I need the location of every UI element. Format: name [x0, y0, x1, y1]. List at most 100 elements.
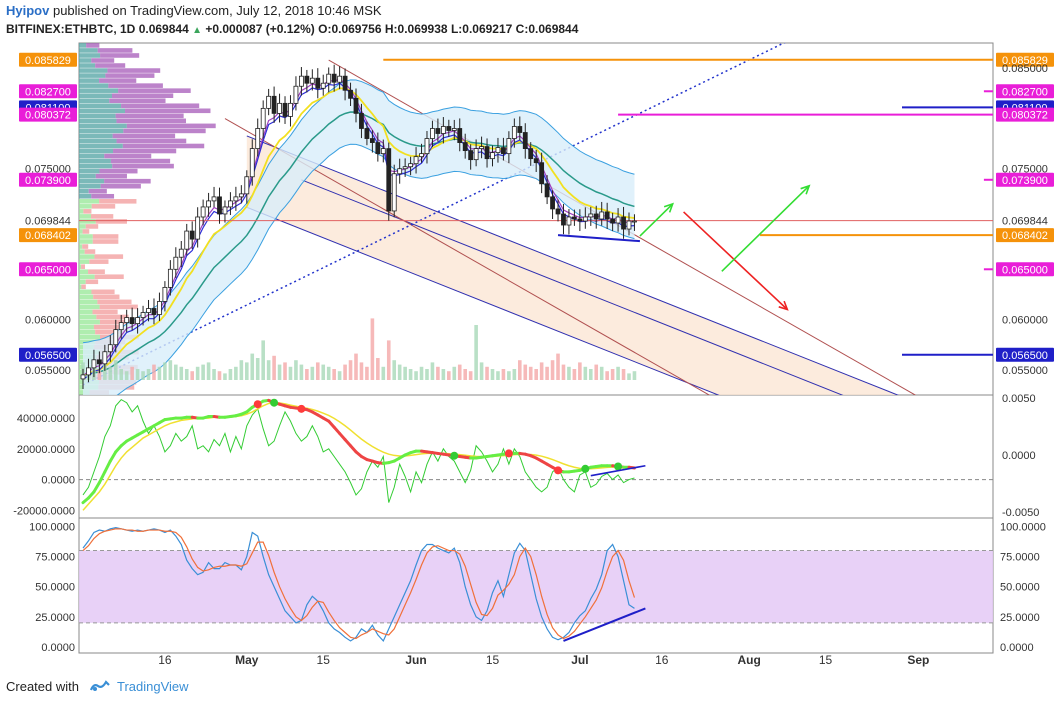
price-tag-label: 0.082700 [1002, 86, 1048, 98]
volume-profile-bar [82, 244, 89, 249]
channel-line-mid [301, 179, 844, 395]
volume-profile-bar [111, 93, 174, 98]
osc-cross-marker [581, 464, 590, 473]
candle-body [468, 150, 474, 161]
candle-body [430, 128, 435, 139]
price-tag-label: 0.082700 [25, 86, 71, 98]
candle-body [277, 102, 282, 114]
volume-bar [496, 371, 500, 380]
oscillator-pane [79, 398, 993, 511]
symbol-name: BITFINEX:ETHBTC, 1D [6, 22, 136, 36]
candle-body [522, 132, 528, 150]
volume-bar [588, 369, 593, 380]
volume-bar [419, 366, 424, 380]
candle-body [555, 208, 561, 215]
candle-body [91, 359, 97, 369]
volume-profile-bar [79, 219, 96, 224]
volume-bar [556, 353, 560, 380]
volume-bar [195, 366, 200, 380]
candle-body [80, 374, 86, 380]
candle-body [244, 176, 250, 195]
volume-bar [119, 369, 124, 380]
osc-cross-marker [504, 449, 513, 458]
volume-bar [228, 369, 233, 380]
volume-bar [386, 340, 391, 380]
volume-profile-bar [113, 148, 177, 154]
volume-bar [103, 364, 107, 380]
candle-body [408, 163, 414, 168]
volume-profile-bar [79, 224, 86, 229]
volume-bar [234, 366, 238, 380]
volume-bar [272, 355, 276, 380]
candle-body [380, 148, 386, 155]
volume-bar [408, 369, 413, 380]
osc-right-tick-label: 0.0050 [1002, 393, 1036, 405]
candle-body [528, 148, 534, 160]
volume-bar [490, 369, 495, 380]
volume-bar [430, 362, 435, 380]
time-tick-label: 15 [317, 653, 331, 667]
osc-right-tick-label: 0.0000 [1002, 450, 1036, 462]
last-price: 0.069844 [138, 22, 189, 36]
candle-body [293, 85, 299, 104]
candle-body [266, 95, 272, 109]
volume-profile-bar [79, 209, 84, 214]
volume-bar [550, 360, 555, 380]
price-tick-label: 0.055000 [25, 365, 71, 377]
candle-body [255, 128, 261, 150]
volume-bar [359, 362, 364, 380]
forecast-arrow [721, 185, 810, 272]
candle-body [282, 102, 288, 117]
volume-bar [310, 366, 315, 380]
osc-tick-label: 0.0000 [41, 475, 75, 487]
volume-profile-bar [97, 299, 132, 305]
price-tick-label: 0.060000 [1002, 315, 1048, 327]
volume-bar [223, 373, 227, 380]
volume-bar [299, 364, 304, 380]
candle-body [228, 200, 233, 208]
volume-profile-bar [79, 269, 89, 274]
price-tag-label: 0.073900 [1002, 175, 1048, 187]
candle-body [118, 322, 124, 331]
volume-profile-bar [93, 324, 122, 330]
osc-cross-marker [450, 451, 459, 460]
volume-bar [370, 318, 375, 380]
volume-profile-bar [79, 83, 109, 88]
candle-body [572, 216, 577, 220]
volume-profile-bar [79, 128, 124, 134]
candle-body [451, 128, 457, 131]
volume-bar [523, 364, 528, 380]
volume-bar [179, 366, 184, 380]
candle-body [167, 268, 173, 288]
candle-body [621, 216, 626, 230]
candle-body [424, 138, 430, 155]
volume-profile-bar [79, 143, 123, 149]
author-name[interactable]: Hyipov [6, 3, 50, 18]
candle-body [337, 75, 343, 83]
volume-profile-bar [79, 199, 100, 204]
candle-body [490, 152, 495, 160]
volume-bar [315, 362, 320, 380]
volume-profile-bar [92, 234, 119, 239]
volume-bar [539, 362, 544, 380]
candle-body [397, 168, 403, 175]
osc-signal-line [82, 401, 635, 511]
candle-body [615, 216, 621, 224]
price-tag-label: 0.080372 [25, 110, 71, 122]
volume-profile-bar [79, 48, 98, 53]
volume-bar [305, 369, 309, 380]
created-with-text: Created with [6, 679, 79, 694]
volume-bar [572, 369, 577, 380]
volume-profile-bar [79, 279, 86, 285]
candle-body [501, 147, 506, 155]
candle-body [298, 75, 304, 87]
volume-profile-bar [86, 43, 100, 48]
candle-body [473, 148, 479, 161]
tradingview-link[interactable]: TradingView [117, 679, 189, 694]
volume-profile-bar [79, 264, 82, 269]
price-tag [996, 52, 1054, 67]
candle-body [146, 308, 151, 313]
volume-bar [599, 366, 604, 380]
rsi-tick-label: 25.0000 [35, 612, 75, 624]
